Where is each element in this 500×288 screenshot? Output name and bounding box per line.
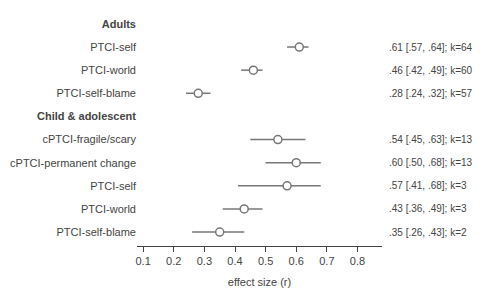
svg-text:.54 [.45, .63]; k=13: .54 [.45, .63]; k=13	[389, 134, 473, 145]
svg-text:PTCI-self-blame: PTCI-self-blame	[57, 87, 136, 99]
svg-text:cPTCI-permanent change: cPTCI-permanent change	[10, 157, 136, 169]
svg-text:0.3: 0.3	[197, 255, 212, 267]
svg-text:0.5: 0.5	[258, 255, 273, 267]
svg-text:.35 [.26, .43]; k=2: .35 [.26, .43]; k=2	[389, 227, 467, 238]
svg-text:0.6: 0.6	[289, 255, 304, 267]
svg-text:PTCI-world: PTCI-world	[81, 203, 136, 215]
svg-text:0.4: 0.4	[227, 255, 242, 267]
svg-text:.60 [.50, .68]; k=13: .60 [.50, .68]; k=13	[389, 157, 473, 168]
svg-text:effect size (r): effect size (r)	[228, 276, 291, 288]
svg-text:Adults: Adults	[102, 18, 136, 30]
svg-text:.61 [.57, .64]; k=64: .61 [.57, .64]; k=64	[389, 42, 473, 53]
svg-text:0.8: 0.8	[350, 255, 365, 267]
svg-text:PTCI-world: PTCI-world	[81, 64, 136, 76]
svg-text:0.1: 0.1	[135, 255, 150, 267]
svg-text:.57 [.41, .68]; k=3: .57 [.41, .68]; k=3	[389, 180, 467, 191]
svg-text:0.7: 0.7	[319, 255, 334, 267]
svg-text:PTCI-self: PTCI-self	[90, 180, 137, 192]
svg-text:PTCI-self-blame: PTCI-self-blame	[57, 226, 136, 238]
svg-text:.43 [.36, .49]; k=3: .43 [.36, .49]; k=3	[389, 203, 467, 214]
svg-text:.46 [.42, .49]; k=60: .46 [.42, .49]; k=60	[389, 65, 473, 76]
svg-text:Child & adolescent: Child & adolescent	[37, 110, 136, 122]
svg-text:0.2: 0.2	[166, 255, 181, 267]
svg-text:.28 [.24, .32]; k=57: .28 [.24, .32]; k=57	[389, 88, 473, 99]
svg-text:PTCI-self: PTCI-self	[90, 41, 137, 53]
svg-text:cPTCI-fragile/scary: cPTCI-fragile/scary	[42, 133, 136, 145]
